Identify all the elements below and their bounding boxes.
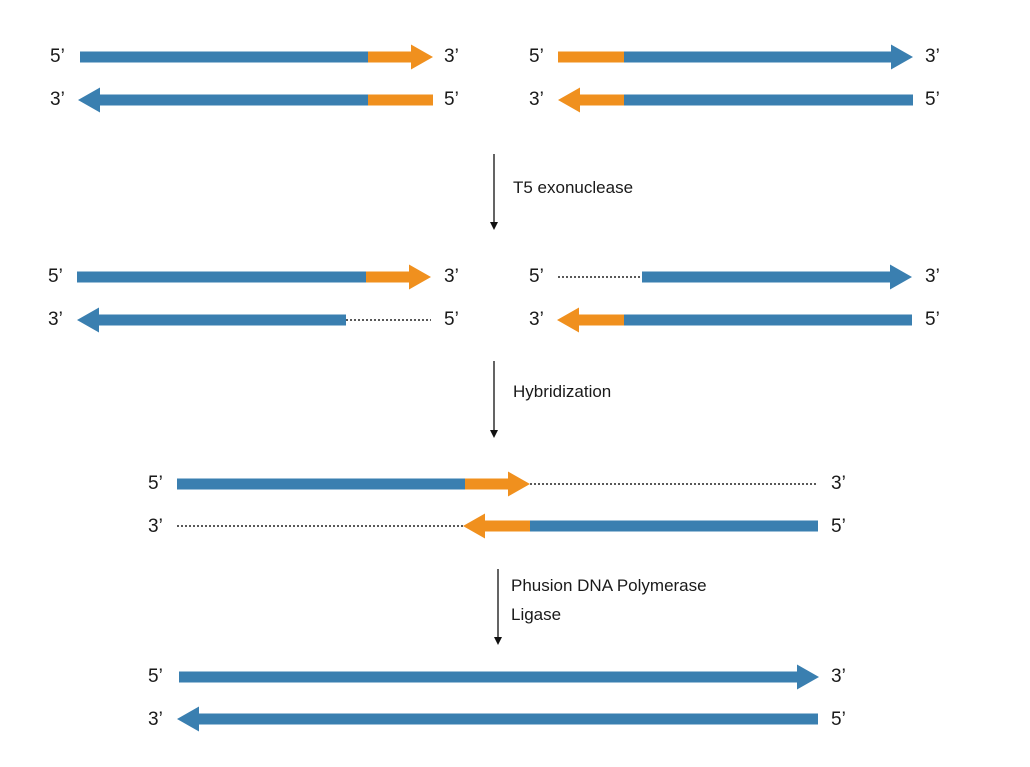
end-label-5prime: 5’: [48, 266, 63, 287]
end-label-3prime: 3’: [444, 46, 459, 67]
end-label-5prime: 5’: [529, 266, 544, 287]
end-label-5prime: 5’: [831, 709, 846, 730]
strand-orange-overlap: [368, 44, 433, 70]
end-label-3prime: 3’: [444, 266, 459, 287]
strand-orange-overlap: [557, 307, 624, 333]
strand-blue: [642, 264, 912, 290]
strand-orange-overlap: [558, 87, 624, 113]
end-label-5prime: 5’: [831, 516, 846, 537]
end-label-3prime: 3’: [925, 46, 940, 67]
end-label-5prime: 5’: [148, 666, 163, 687]
step-arrow-head: [490, 430, 498, 438]
end-label-3prime: 3’: [50, 89, 65, 110]
end-label-3prime: 3’: [148, 516, 163, 537]
end-label-3prime: 3’: [925, 266, 940, 287]
end-label-5prime: 5’: [925, 89, 940, 110]
end-label-3prime: 3’: [48, 309, 63, 330]
strand-blue: [77, 307, 346, 333]
strand-blue: [78, 87, 368, 113]
strand-blue: [177, 706, 818, 732]
step-arrow-head: [490, 222, 498, 230]
strand-orange-overlap: [558, 51, 624, 63]
end-label-3prime: 3’: [831, 666, 846, 687]
end-label-5prime: 5’: [148, 473, 163, 494]
strand-blue: [530, 520, 818, 532]
step-label-t5-exonuclease: T5 exonuclease: [513, 178, 634, 197]
strand-orange-overlap: [366, 264, 431, 290]
strand-blue: [624, 94, 913, 106]
strand-blue: [179, 664, 819, 690]
strand-blue: [80, 51, 368, 63]
step-label-polymerase: Phusion DNA Polymerase: [511, 576, 707, 595]
strand-orange-overlap: [463, 513, 530, 539]
strand-blue: [624, 44, 913, 70]
strand-blue: [77, 271, 366, 283]
end-label-3prime: 3’: [529, 309, 544, 330]
end-label-5prime: 5’: [529, 46, 544, 67]
step-label-ligase: Ligase: [511, 605, 562, 624]
end-label-5prime: 5’: [50, 46, 65, 67]
end-label-3prime: 3’: [148, 709, 163, 730]
step-label-hybridization: Hybridization: [513, 382, 612, 401]
step-arrow-head: [494, 637, 502, 645]
strand-blue: [177, 478, 465, 490]
end-label-3prime: 3’: [831, 473, 846, 494]
strand-blue: [624, 314, 912, 326]
strand-orange-overlap: [368, 94, 433, 106]
end-label-5prime: 5’: [444, 89, 459, 110]
end-label-5prime: 5’: [444, 309, 459, 330]
end-label-3prime: 3’: [529, 89, 544, 110]
end-label-5prime: 5’: [925, 309, 940, 330]
strand-orange-overlap: [465, 471, 530, 497]
